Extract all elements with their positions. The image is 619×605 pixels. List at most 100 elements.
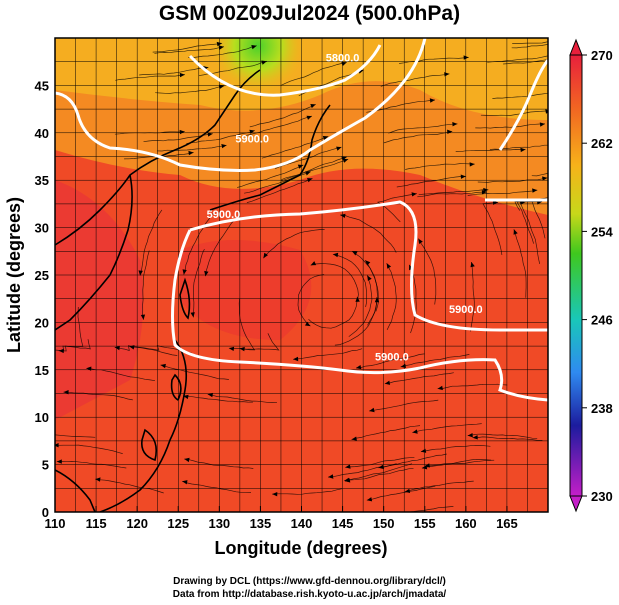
streamline [244,115,312,137]
streamline [383,131,453,144]
streamline [405,163,475,170]
streamline-arrowhead [56,459,62,464]
streamline-arrowhead [179,72,185,78]
streamline [531,172,548,177]
streamline [281,156,347,182]
streamline-arrowhead [272,492,278,497]
streamline [157,144,227,152]
streamline [404,480,474,493]
streamline [487,55,548,63]
streamline [516,201,543,244]
streamline-arrowhead [452,122,458,127]
streamline [417,191,487,198]
streamline [455,149,526,153]
x-tick-label: 115 [86,516,107,531]
streamline-arrowhead [310,104,316,109]
contour-labels: 5900.0 5900.0 5900.0 5900.0 5800.0 [207,53,483,364]
streamline-arrowhead [188,150,194,156]
streamline [531,198,548,239]
streamline-arrowhead [556,195,561,199]
streamline-arrowhead [539,122,545,127]
streamline [184,458,254,469]
streamline [152,42,223,53]
island-coast [170,373,182,402]
streamline [503,59,548,65]
streamline [86,367,156,382]
streamline-arrowhead [207,132,213,137]
streamline [417,238,437,305]
plot-area: 5900.0 5900.0 5900.0 5900.0 5800.0 [55,38,561,512]
streamline [261,136,329,159]
streamline-arrowhead [532,188,538,193]
streamline [293,348,363,360]
contour-5900-east [498,59,548,151]
streamline-arrowhead [332,252,339,258]
streamline-arrowhead [554,143,559,147]
x-tick-label: 150 [373,516,395,531]
streamline [418,189,489,196]
streamline [386,263,397,331]
streamline [388,123,458,134]
streamline [348,275,373,337]
streamline-arrowhead [63,390,69,395]
streamline-arrowhead [261,60,267,65]
x-tick-label: 140 [291,516,313,531]
streamline-arrowhead [429,98,435,103]
colorbar-tick-labels: 270 262 254 246 238 230 [582,48,613,504]
streamline [182,480,252,493]
streamline-arrowhead [160,363,166,369]
streamline-arrowhead [114,345,120,351]
streamline-arrowhead [386,263,392,269]
y-tick-label: 40 [35,126,49,141]
streamline-arrowhead [367,275,372,281]
streamline-arrowhead [340,213,346,218]
streamline-arrowhead [345,478,351,483]
x-tick-label: 135 [250,516,272,531]
y-tick-label: 0 [42,505,49,520]
chart-title: GSM 00Z09Jul2024 (500.0hPa) [158,2,461,25]
x-tick-label: 130 [208,516,230,531]
contour-label: 5900.0 [207,209,241,221]
streamline [366,485,436,501]
colorbar-tick-label: 230 [591,489,613,504]
streamline-arrowhead [182,269,187,275]
streamline-arrowhead [492,200,498,205]
borneo-coast [55,469,96,512]
streamline-arrowhead [513,229,518,235]
streamline [467,189,538,196]
y-tick-label: 45 [35,78,49,93]
streamline-arrowhead [293,356,299,362]
warm-region [180,240,312,340]
streamline [186,130,255,144]
streamline [63,391,133,401]
streamline [344,463,413,482]
streamline-arrowhead [86,366,92,371]
streamline-arrowhead [307,178,313,183]
streamline-arrowhead [345,464,351,469]
y-tick-label: 25 [35,268,49,283]
streamline [437,383,508,390]
streamline-arrowhead [352,251,358,256]
colorbar-tick-label: 238 [591,401,613,416]
taiwan-coast [179,277,191,320]
x-tick-label: 145 [332,516,354,531]
streamline [263,229,325,259]
streamline-arrowhead [341,61,347,67]
streamline [340,214,397,253]
streamline-arrowhead [341,156,347,161]
colorbar-top-arrow [569,38,583,56]
streamline [512,41,548,44]
streamline-arrowhead [322,136,329,141]
streamline-arrowhead [239,346,245,352]
streamline [188,45,257,59]
streamline-arrowhead [411,192,417,197]
streamline-arrowhead [369,407,375,413]
streamline [55,339,91,352]
streamline-arrowhead [207,392,213,398]
warm-region [55,180,144,420]
contour-5900-north [55,38,427,172]
streamline [412,423,482,433]
streamline-arrowhead [412,429,418,434]
streamline [408,264,417,334]
